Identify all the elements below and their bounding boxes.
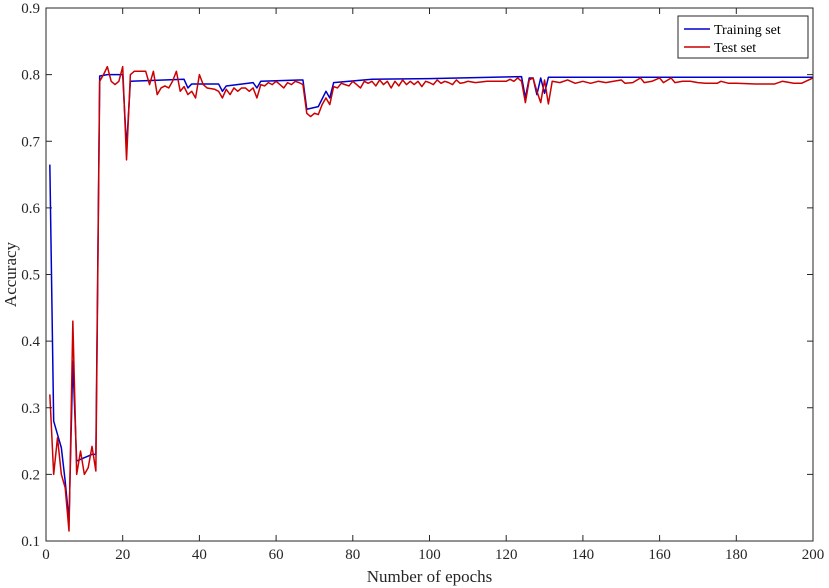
x-tick-label: 40 [192, 547, 207, 563]
plot-frame [45, 7, 814, 542]
legend-box [677, 15, 809, 59]
y-axis-title: Accuracy [1, 241, 20, 307]
y-tick-label: 0.3 [21, 401, 40, 417]
y-tick-label: 0.9 [21, 1, 40, 17]
y-tick-label: 0.7 [21, 134, 40, 150]
y-tick-label: 0.4 [21, 334, 40, 350]
x-tick-label: 140 [572, 547, 595, 563]
legend-label-training-set: Training set [714, 23, 781, 38]
x-tick-label: 20 [115, 547, 130, 563]
x-tick-label: 160 [648, 547, 671, 563]
y-tick-label: 0.1 [21, 534, 40, 550]
series-lines [49, 65, 814, 532]
x-tick-labels: 0 20 40 60 80 100 120 140 160 180 200 [42, 547, 824, 563]
x-tick-label: 120 [495, 547, 518, 563]
x-tick-label: 100 [418, 547, 441, 563]
x-tick-label: 180 [725, 547, 748, 563]
series-line-test-set [49, 65, 814, 532]
x-tick-label: 0 [42, 547, 50, 563]
y-tick-label: 0.6 [21, 201, 40, 217]
legend-label-test-set: Test set [714, 41, 756, 56]
x-tick-label: 200 [802, 547, 825, 563]
y-tick-labels: 0.1 0.2 0.3 0.4 0.5 0.6 0.7 0.8 0.9 [21, 1, 40, 550]
y-tick-label: 0.8 [21, 68, 40, 84]
legend: Training set Test set [677, 15, 809, 59]
y-tick-label: 0.2 [21, 467, 40, 483]
x-tick-label: 80 [345, 547, 360, 563]
x-axis-title: Number of epochs [367, 567, 493, 586]
x-tick-label: 60 [269, 547, 284, 563]
y-tick-label: 0.5 [21, 268, 40, 284]
